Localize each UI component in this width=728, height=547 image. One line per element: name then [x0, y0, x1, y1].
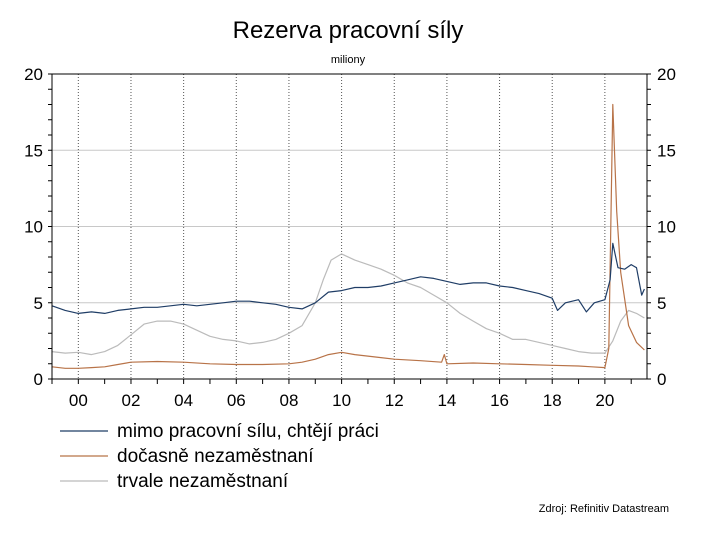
legend: mimo pracovní sílu, chtějí práci dočasně…	[60, 421, 379, 492]
series-line-2	[51, 253, 645, 356]
gridlines	[52, 74, 647, 379]
y-tick-label-left-0: 0	[34, 370, 43, 389]
y-tick-label-right-10: 10	[657, 218, 676, 237]
legend-label-2: trvale nezaměstnaní	[117, 471, 289, 492]
x-tick-label-2012: 12	[385, 391, 404, 410]
y-tick-label-left-15: 15	[24, 141, 43, 160]
chart-subtitle: miliony	[331, 54, 366, 66]
y-tick-label-left-10: 10	[24, 218, 43, 237]
legend-label-1: dočasně nezaměstnaní	[117, 446, 314, 467]
x-tick-label-2014: 14	[437, 391, 456, 410]
x-tick-label-2000: 00	[69, 391, 88, 410]
y-tick-label-left-5: 5	[34, 294, 43, 313]
y-tick-label-right-0: 0	[657, 370, 666, 389]
chart-title: Rezerva pracovní síly	[233, 17, 464, 44]
x-tick-label-2016: 16	[490, 391, 509, 410]
x-tick-label-2010: 10	[332, 391, 351, 410]
legend-label-0: mimo pracovní sílu, chtějí práci	[117, 421, 379, 442]
x-tick-label-2006: 06	[227, 391, 246, 410]
source-note: Zdroj: Refinitiv Datastream	[539, 503, 669, 515]
x-tick-label-2008: 08	[279, 391, 298, 410]
y-tick-label-right-15: 15	[657, 141, 676, 160]
series-line-0	[51, 242, 645, 314]
x-tick-label-2018: 18	[543, 391, 562, 410]
y-tick-label-left-20: 20	[24, 65, 43, 84]
x-tick-label-2004: 04	[174, 391, 193, 410]
x-tick-label-2020: 20	[595, 391, 614, 410]
series-lines	[51, 103, 645, 369]
series-line-1	[51, 103, 645, 369]
y-tick-label-right-20: 20	[657, 65, 676, 84]
x-tick-label-2002: 02	[122, 391, 141, 410]
y-tick-label-right-5: 5	[657, 294, 666, 313]
